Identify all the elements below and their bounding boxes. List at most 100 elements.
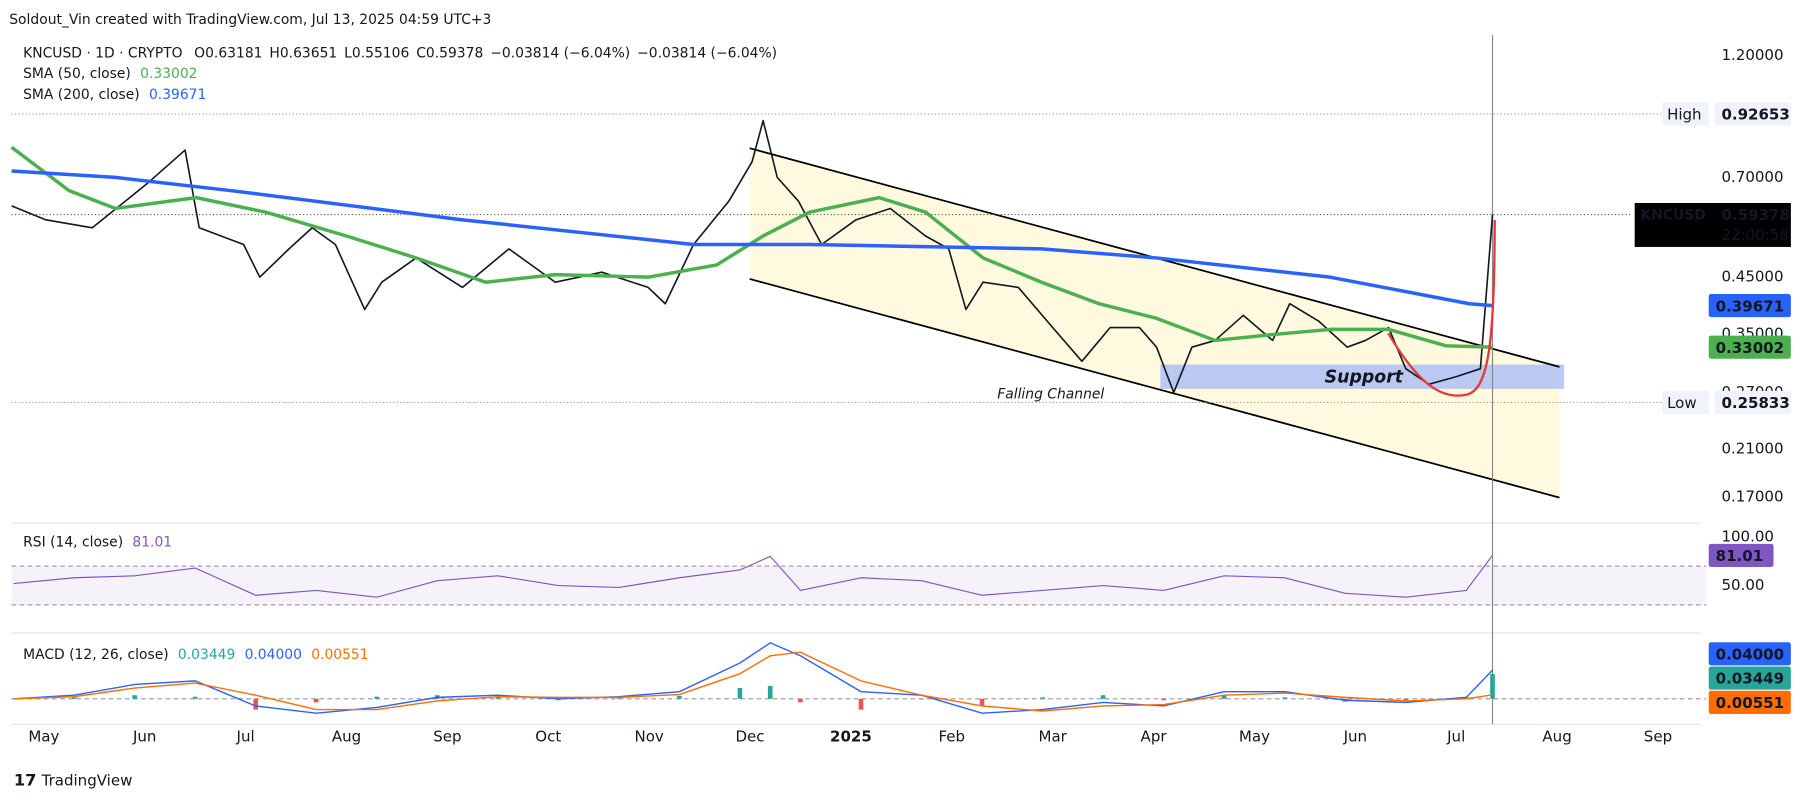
ohlc-value: C0.59378 [416, 45, 483, 61]
x-tick-label: Jul [236, 728, 255, 746]
macd-histogram-bar [374, 696, 380, 699]
x-tick-label: Apr [1141, 728, 1168, 746]
macd-histogram-bar [192, 696, 198, 699]
sma-badge-bg [1708, 335, 1791, 359]
sma-badge: 0.33002 [1716, 339, 1784, 357]
macd-histogram-bar [556, 698, 561, 701]
cup-curve [1387, 219, 1496, 397]
macd-histogram-bar [1490, 674, 1495, 699]
x-tick-label: Oct [535, 728, 561, 746]
x-tick-label: Feb [938, 728, 965, 746]
support-label: Support [1325, 367, 1404, 387]
macd-badge-bg [1708, 642, 1791, 666]
macd-histogram-bar [1282, 697, 1288, 699]
y-tick-label: 1.20000 [1721, 46, 1783, 64]
y-tick-label: 0.17000 [1721, 487, 1783, 505]
high-value-bg [1714, 102, 1791, 126]
macd-histogram-bar [737, 688, 743, 699]
low-value-bg [1714, 390, 1791, 415]
legend-value: 0.39671 [149, 87, 206, 103]
rsi-badge: 81.01 [1716, 547, 1764, 565]
legend-main: KNCUSD · 1D · CRYPTO O0.63181 H0.63651 L0.5… [23, 45, 777, 61]
support-zone [1160, 364, 1565, 389]
price-value: 0.59378 [1721, 206, 1789, 224]
y-tick-label: 0.21000 [1721, 440, 1783, 458]
ohlc-value: −0.03814 (−6.04%) [490, 45, 630, 61]
x-tick-label: 2025 [830, 728, 872, 746]
x-tick-label: Nov [634, 728, 663, 746]
low-tag: Low [1667, 394, 1697, 412]
footer-brand: TradingView [41, 772, 133, 790]
macd-histogram-bar [979, 698, 985, 706]
macd-badge: 0.04000 [1716, 645, 1784, 663]
macd-histogram-bar [1463, 697, 1469, 699]
channel-label: Falling Channel [997, 387, 1104, 403]
plot-area: May Jun Jul Aug Sep Oct Nov Dec 2025 Feb Mar Apr May… [10, 34, 1784, 746]
macd-histogram-bar [253, 698, 259, 710]
legend-sma: SMA (50, close) 0.33002 [23, 66, 197, 82]
ohlc-value: O0.63181 [194, 45, 262, 61]
y-tick-label: 0.70000 [1721, 168, 1783, 186]
rsi-band-fill [11, 566, 1707, 605]
logo-mark: 17 [14, 771, 37, 790]
y-tick-label: 0.45000 [1721, 268, 1783, 286]
macd-histogram-bar [1221, 695, 1227, 699]
symbol-title: KNCUSD · 1D · CRYPTO [23, 45, 183, 61]
rsi-value: 81.01 [132, 535, 172, 551]
sma-badge: 0.39671 [1716, 297, 1784, 315]
credit: Soldout_Vin created with TradingView.com… [9, 12, 491, 28]
macd-title: MACD (12, 26, close) [23, 647, 169, 663]
macd-histogram-bar [616, 698, 622, 699]
macd-histogram-bar [71, 697, 77, 699]
x-tick-label: Jun [1343, 728, 1367, 746]
x-tick-label: May [28, 728, 59, 746]
ohlc-value: −0.03814 (−6.04%) [637, 45, 777, 61]
x-tick-label: Aug [1542, 728, 1571, 746]
macd-histogram-bar [677, 695, 682, 699]
ohlc-value: H0.63651 [269, 45, 337, 61]
y-tick-label: 100.00 [1721, 527, 1774, 545]
macd-badge: 0.00551 [1716, 694, 1784, 712]
rsi-line [13, 555, 1493, 598]
sma-line [11, 169, 1493, 308]
x-tick-label: Dec [735, 728, 764, 746]
macd-histogram-bar [798, 698, 803, 703]
sma-line [10, 145, 1493, 349]
x-tick-label: May [1239, 728, 1270, 746]
high-tag: High [1667, 106, 1702, 124]
sma-badge-bg [1708, 294, 1791, 318]
macd-legend: MACD (12, 26, close) 0.03449 0.04000 0.0055… [23, 647, 368, 663]
countdown: 22:00:58 [1721, 226, 1788, 244]
rsi-title: RSI (14, close) [23, 535, 123, 551]
price-tag-bg [1634, 202, 1791, 247]
rsi-legend: RSI (14, close) 81.01 [23, 535, 172, 551]
macd-value: 0.03449 [178, 647, 235, 663]
x-tick-label: Jun [132, 728, 156, 746]
high-value: 0.92653 [1721, 106, 1789, 124]
legend-name: SMA (200, close) [23, 87, 140, 103]
macd-histogram-bar [132, 695, 137, 699]
macd-line [13, 651, 1493, 712]
macd-value: 0.00551 [311, 647, 368, 663]
x-tick-label: Mar [1038, 728, 1067, 746]
x-tick-label: Jul [1446, 728, 1465, 746]
ohlc-value: L0.55106 [344, 45, 409, 61]
macd-line [13, 642, 1494, 714]
channel-fill [749, 148, 1560, 498]
channel-lower [749, 278, 1560, 499]
macd-histogram-bar [11, 698, 16, 700]
x-tick-label: Aug [332, 728, 361, 746]
macd-histogram-bar [767, 685, 773, 699]
high-tag-bg [1662, 102, 1709, 126]
macd-histogram-bar [1100, 695, 1106, 699]
price-symbol: KNCUSD [1640, 208, 1705, 224]
macd-histogram-bar [1161, 698, 1166, 701]
macd-histogram-bar [858, 698, 864, 710]
low-value: 0.25833 [1721, 394, 1789, 412]
price-line-series [11, 119, 1494, 394]
macd-histogram-bar [919, 698, 924, 700]
x-tick-label: Sep [1644, 728, 1672, 746]
macd-histogram-bar [313, 698, 319, 703]
macd-value: 0.04000 [245, 647, 302, 663]
